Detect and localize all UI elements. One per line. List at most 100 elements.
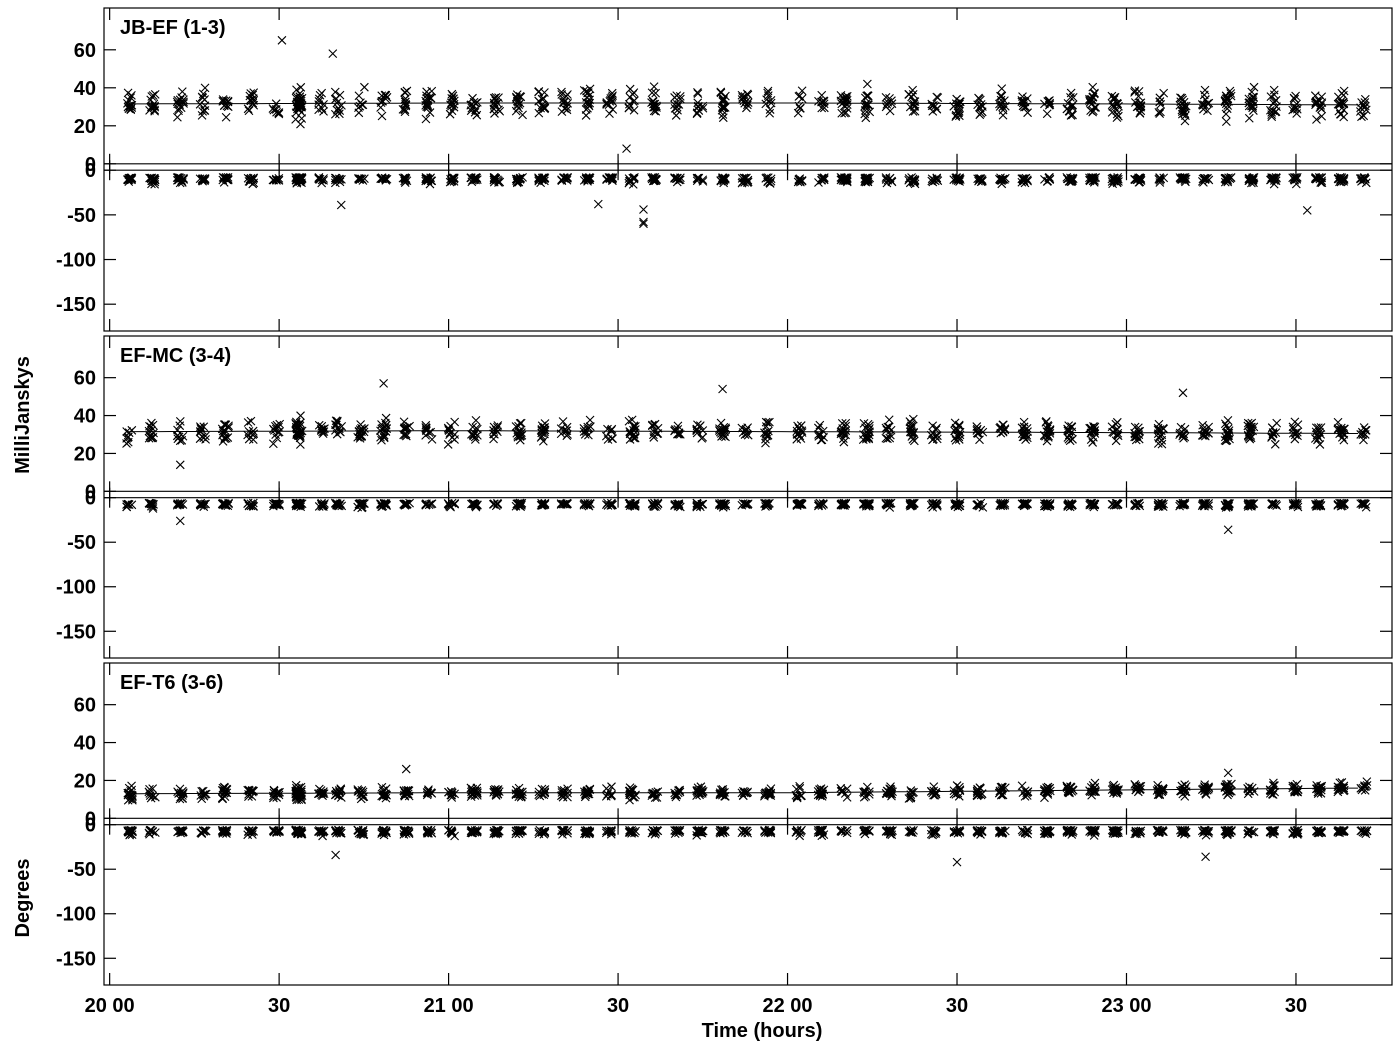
phase-point (291, 175, 301, 185)
phase-point (630, 501, 640, 511)
phase-point (1220, 173, 1230, 183)
phase-point (424, 500, 434, 510)
amplitude-point (1017, 97, 1027, 107)
amplitude-point (954, 107, 964, 116)
amplitude-point (1067, 102, 1076, 112)
amplitude-point (630, 96, 639, 106)
phase-point (335, 177, 345, 187)
x-tick-label: 20 00 (85, 995, 135, 1017)
amplitude-point (742, 103, 751, 113)
amplitude-point (1222, 104, 1232, 114)
amplitude-point (865, 427, 874, 437)
amplitude-point (489, 426, 498, 435)
amplitude-point (954, 111, 964, 121)
phase-point (1156, 174, 1165, 184)
amplitude-point (862, 79, 872, 89)
amplitude-point (277, 35, 287, 45)
phase-tick-label: -100 (56, 577, 96, 599)
y-axis-label-amplitude: MilliJanskys (12, 356, 34, 474)
amplitude-point (951, 110, 961, 120)
phase-point (337, 501, 347, 511)
amplitude-point (515, 435, 525, 445)
amplitude-point (319, 106, 328, 116)
amplitude-point (558, 417, 568, 426)
amplitude-point (716, 418, 726, 428)
amplitude-point (400, 424, 410, 433)
amplitude-point (1221, 109, 1231, 119)
phase-tick-label: -150 (56, 294, 96, 316)
phase-point (838, 500, 848, 510)
amplitude-point (291, 108, 301, 118)
amplitude-point (562, 105, 572, 115)
amplitude-point (557, 87, 566, 97)
amplitude-point (908, 107, 918, 116)
amplitude-point (377, 91, 387, 101)
amplitude-point (224, 421, 233, 431)
amplitude-point (579, 427, 589, 436)
amplitude-point (292, 423, 301, 433)
amplitude-point (601, 431, 611, 441)
phase-point (861, 499, 870, 509)
phase-point (560, 174, 569, 183)
amplitude-point (150, 105, 160, 115)
phase-point (466, 173, 476, 183)
amplitude-point (1159, 88, 1169, 98)
amplitude-point (448, 91, 458, 101)
amplitude-point (716, 88, 726, 98)
amplitude-point (515, 91, 525, 101)
amplitude-point (466, 106, 476, 116)
phase-point (817, 173, 827, 183)
amplitude-point (175, 421, 185, 431)
amplitude-point (515, 418, 525, 428)
amplitude-point (838, 429, 848, 438)
amplitude-point (221, 112, 231, 122)
amplitude-point (650, 102, 659, 112)
phase-point (271, 174, 281, 184)
amplitude-point (693, 98, 703, 108)
phase-point (127, 175, 136, 185)
amplitude-point (676, 94, 685, 104)
amplitude-point (1223, 424, 1233, 433)
phase-tick-label: -100 (56, 250, 96, 272)
amplitude-point (1266, 92, 1276, 101)
phase-point (1249, 178, 1258, 188)
phase-point (423, 176, 433, 185)
amplitude-point (423, 103, 433, 112)
amplitude-point (1180, 108, 1190, 118)
phase-point (639, 217, 648, 227)
amplitude-point (538, 436, 548, 446)
phase-point (1199, 174, 1209, 183)
phase-point (1359, 173, 1369, 183)
phase-point (1157, 498, 1167, 508)
amplitude-point (975, 435, 984, 445)
amplitude-point (1087, 95, 1097, 104)
amplitude-point (1247, 101, 1256, 111)
phase-point (1089, 500, 1098, 510)
amplitude-point (1312, 115, 1321, 124)
amplitude-point (718, 384, 727, 394)
amplitude-point (908, 414, 918, 424)
phase-point (718, 173, 728, 183)
phase-point (244, 501, 254, 511)
amplitude-point (1068, 434, 1077, 444)
amplitude-point (1339, 90, 1348, 100)
amplitude-point (1130, 86, 1140, 96)
amplitude-point (447, 101, 456, 111)
amplitude-point (719, 103, 729, 113)
amplitude-point (652, 103, 661, 112)
amplitude-point (197, 110, 207, 120)
amplitude-point (718, 95, 728, 104)
amplitude-point (951, 423, 961, 433)
amplitude-point (381, 94, 391, 104)
amplitude-point (328, 49, 338, 58)
amplitude-point (274, 109, 284, 119)
phase-point (1044, 173, 1054, 183)
amplitude-point (195, 422, 205, 432)
phase-point (1113, 174, 1123, 184)
amplitude-point (818, 426, 828, 436)
amplitude-point (518, 110, 527, 120)
phase-point (951, 173, 961, 183)
amplitude-point (996, 428, 1006, 438)
phase-point (334, 501, 344, 511)
phase-point (173, 499, 183, 509)
